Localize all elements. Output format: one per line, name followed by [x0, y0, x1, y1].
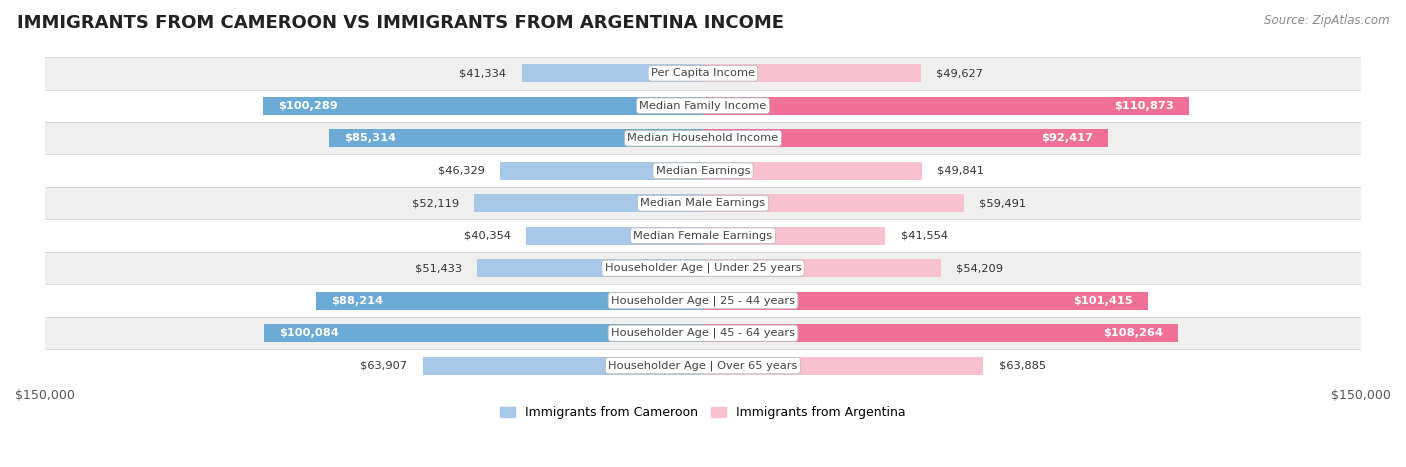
Bar: [526, 227, 703, 245]
Bar: [522, 64, 703, 82]
Bar: [703, 194, 965, 212]
Bar: [45, 187, 1361, 219]
Text: Householder Age | Under 25 years: Householder Age | Under 25 years: [605, 263, 801, 274]
Text: $49,841: $49,841: [936, 166, 984, 176]
Text: $85,314: $85,314: [344, 133, 396, 143]
Text: Median Family Income: Median Family Income: [640, 101, 766, 111]
Bar: [423, 357, 703, 375]
Bar: [703, 324, 1178, 342]
Bar: [474, 194, 703, 212]
Legend: Immigrants from Cameroon, Immigrants from Argentina: Immigrants from Cameroon, Immigrants fro…: [495, 401, 911, 424]
Text: $88,214: $88,214: [332, 296, 384, 306]
Text: Source: ZipAtlas.com: Source: ZipAtlas.com: [1264, 14, 1389, 27]
Bar: [263, 97, 703, 115]
Bar: [45, 317, 1361, 349]
Text: $92,417: $92,417: [1042, 133, 1092, 143]
Bar: [703, 97, 1189, 115]
Text: Householder Age | Over 65 years: Householder Age | Over 65 years: [609, 361, 797, 371]
Bar: [45, 155, 1361, 187]
Bar: [45, 219, 1361, 252]
Bar: [703, 357, 983, 375]
Text: $40,354: $40,354: [464, 231, 510, 241]
Text: $63,885: $63,885: [998, 361, 1046, 371]
Text: $110,873: $110,873: [1115, 101, 1174, 111]
Text: $41,554: $41,554: [901, 231, 948, 241]
Text: Per Capita Income: Per Capita Income: [651, 68, 755, 78]
Bar: [45, 90, 1361, 122]
Text: $100,084: $100,084: [280, 328, 339, 338]
Bar: [316, 292, 703, 310]
Text: $63,907: $63,907: [360, 361, 408, 371]
Text: Median Earnings: Median Earnings: [655, 166, 751, 176]
Text: Median Male Earnings: Median Male Earnings: [641, 198, 765, 208]
Text: Median Female Earnings: Median Female Earnings: [634, 231, 772, 241]
Bar: [703, 129, 1108, 147]
Bar: [329, 129, 703, 147]
Text: $52,119: $52,119: [412, 198, 458, 208]
Text: $49,627: $49,627: [936, 68, 983, 78]
Text: $100,289: $100,289: [278, 101, 337, 111]
Bar: [45, 252, 1361, 284]
Bar: [264, 324, 703, 342]
Text: $54,209: $54,209: [956, 263, 1002, 273]
Bar: [478, 259, 703, 277]
Bar: [703, 64, 921, 82]
Bar: [703, 162, 922, 180]
Text: $108,264: $108,264: [1102, 328, 1163, 338]
Bar: [45, 57, 1361, 90]
Bar: [703, 227, 886, 245]
Text: $41,334: $41,334: [460, 68, 506, 78]
Bar: [45, 349, 1361, 382]
Text: IMMIGRANTS FROM CAMEROON VS IMMIGRANTS FROM ARGENTINA INCOME: IMMIGRANTS FROM CAMEROON VS IMMIGRANTS F…: [17, 14, 785, 32]
Text: $101,415: $101,415: [1073, 296, 1133, 306]
Text: Householder Age | 45 - 64 years: Householder Age | 45 - 64 years: [612, 328, 794, 339]
Bar: [703, 292, 1147, 310]
Bar: [45, 284, 1361, 317]
Bar: [703, 259, 941, 277]
Text: $51,433: $51,433: [415, 263, 463, 273]
Text: $59,491: $59,491: [980, 198, 1026, 208]
Bar: [499, 162, 703, 180]
Text: Householder Age | 25 - 44 years: Householder Age | 25 - 44 years: [612, 296, 794, 306]
Bar: [45, 122, 1361, 155]
Text: Median Household Income: Median Household Income: [627, 133, 779, 143]
Text: $46,329: $46,329: [437, 166, 485, 176]
